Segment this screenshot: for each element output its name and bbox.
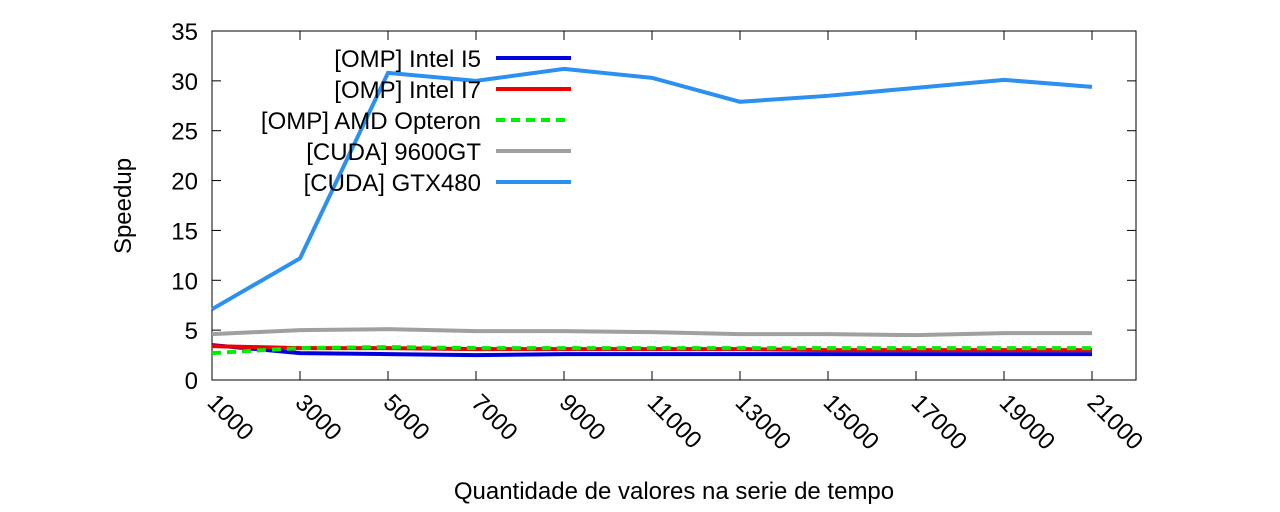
x-tick-label: 17000 xyxy=(906,389,972,455)
y-tick-label: 0 xyxy=(185,368,198,395)
x-tick-label: 19000 xyxy=(994,389,1060,455)
x-tick-label: 9000 xyxy=(554,389,611,446)
x-tick-label: 1000 xyxy=(202,389,259,446)
x-axis-title: Quantidade de valores na serie de tempo xyxy=(454,478,894,505)
y-tick-label: 5 xyxy=(185,318,198,345)
chart-axes: 0 5 10 15 20 25 30 35 1000 3000 5000 7000 9000 11000 1… xyxy=(171,19,1148,455)
y-axis-title: Speedup xyxy=(110,158,137,254)
legend-label: [OMP] Intel I5 xyxy=(334,46,481,73)
y-tick-label: 10 xyxy=(171,268,198,295)
x-tick-label: 3000 xyxy=(290,389,347,446)
x-tick-label: 13000 xyxy=(730,389,796,455)
y-tick-label: 20 xyxy=(171,169,198,196)
chart-legend: [OMP] Intel I5 [OMP] Intel I7 [OMP] AMD Op… xyxy=(261,46,571,197)
legend-label: [OMP] AMD Opteron xyxy=(261,108,481,135)
legend-label: [CUDA] GTX480 xyxy=(304,170,481,197)
y-tick-label: 25 xyxy=(171,119,198,146)
x-tick-label: 21000 xyxy=(1082,389,1148,455)
chart-series xyxy=(210,66,1093,358)
x-tick-label: 15000 xyxy=(818,389,884,455)
plot-frame xyxy=(211,30,1137,381)
legend-label: [CUDA] 9600GT xyxy=(306,139,481,166)
y-tick-label: 35 xyxy=(171,19,198,46)
x-tick-label: 5000 xyxy=(378,389,435,446)
x-tick-label: 11000 xyxy=(642,389,707,454)
legend-label: [OMP] Intel I7 xyxy=(334,77,481,104)
x-tick-label: 7000 xyxy=(466,389,523,446)
y-tick-label: 30 xyxy=(171,69,198,96)
y-tick-label: 15 xyxy=(171,218,198,245)
